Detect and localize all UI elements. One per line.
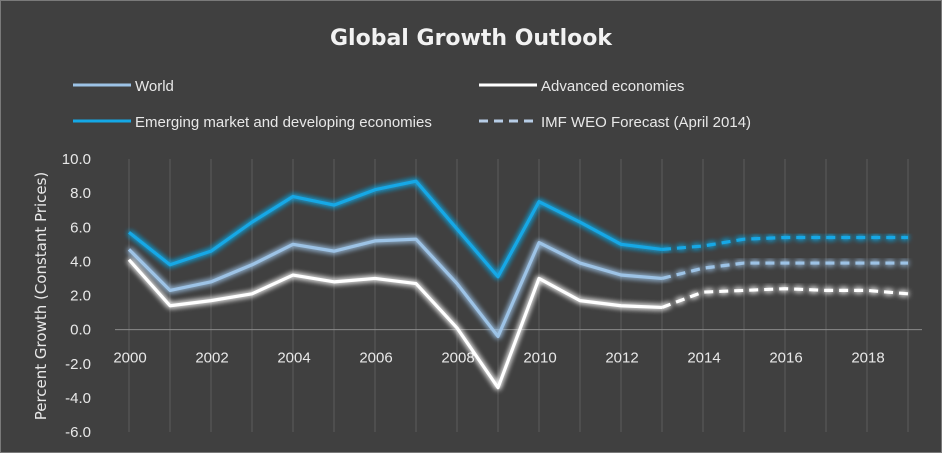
x-tick-label: 2000 <box>113 350 146 367</box>
y-tick-label: 4.0 <box>70 253 91 270</box>
series-layer <box>127 179 909 390</box>
y-tick-label: -6.0 <box>65 424 91 441</box>
series-line-advanced-economies <box>127 258 663 390</box>
forecast-line-world <box>661 261 908 280</box>
x-tick-label: 2010 <box>523 350 556 367</box>
legend-label-world: World <box>135 78 174 95</box>
y-tick-label: 2.0 <box>70 288 91 305</box>
x-tick-label: 2016 <box>769 350 802 367</box>
y-tick-label: 6.0 <box>70 219 91 236</box>
y-tick-label: 0.0 <box>70 322 91 339</box>
forecast-line-emerging-market-and-developing-economies <box>661 235 908 252</box>
y-axis-title: Percent Growth (Constant Prices) <box>32 172 50 421</box>
x-tick-label: 2008 <box>441 350 474 367</box>
legend-label-forecast: IMF WEO Forecast (April 2014) <box>541 114 751 131</box>
series-line-world <box>127 237 663 339</box>
legend-entry-forecast: IMF WEO Forecast (April 2014) <box>479 114 751 131</box>
legend: World Advanced economies Emerging market… <box>73 78 751 131</box>
x-axis: 2000 2002 2004 2006 2008 2010 2012 2014 2016 2018 <box>113 350 884 367</box>
y-tick-label: -4.0 <box>65 390 91 407</box>
legend-label-advanced: Advanced economies <box>541 78 684 95</box>
legend-label-emerging: Emerging market and developing economies <box>135 114 432 131</box>
x-tick-label: 2012 <box>605 350 638 367</box>
legend-entry-emerging: Emerging market and developing economies <box>73 114 432 131</box>
x-tick-label: 2002 <box>195 350 228 367</box>
y-axis: 10.0 8.0 6.0 4.0 2.0 0.0 -2.0 -4.0 -6.0 <box>62 151 91 441</box>
x-tick-label: 2004 <box>277 350 310 367</box>
series-line-emerging-market-and-developing-economies <box>128 179 663 279</box>
x-tick-label: 2006 <box>359 350 392 367</box>
x-tick-label: 2014 <box>687 350 720 367</box>
y-tick-label: -2.0 <box>65 356 91 373</box>
x-tick-label: 2018 <box>851 350 884 367</box>
legend-entry-world: World <box>73 78 174 95</box>
y-tick-label: 8.0 <box>70 185 91 202</box>
forecast-line-advanced-economies <box>661 287 909 309</box>
y-tick-label: 10.0 <box>62 151 91 168</box>
chart-title: Global Growth Outlook <box>330 26 613 51</box>
legend-entry-advanced: Advanced economies <box>479 78 684 95</box>
